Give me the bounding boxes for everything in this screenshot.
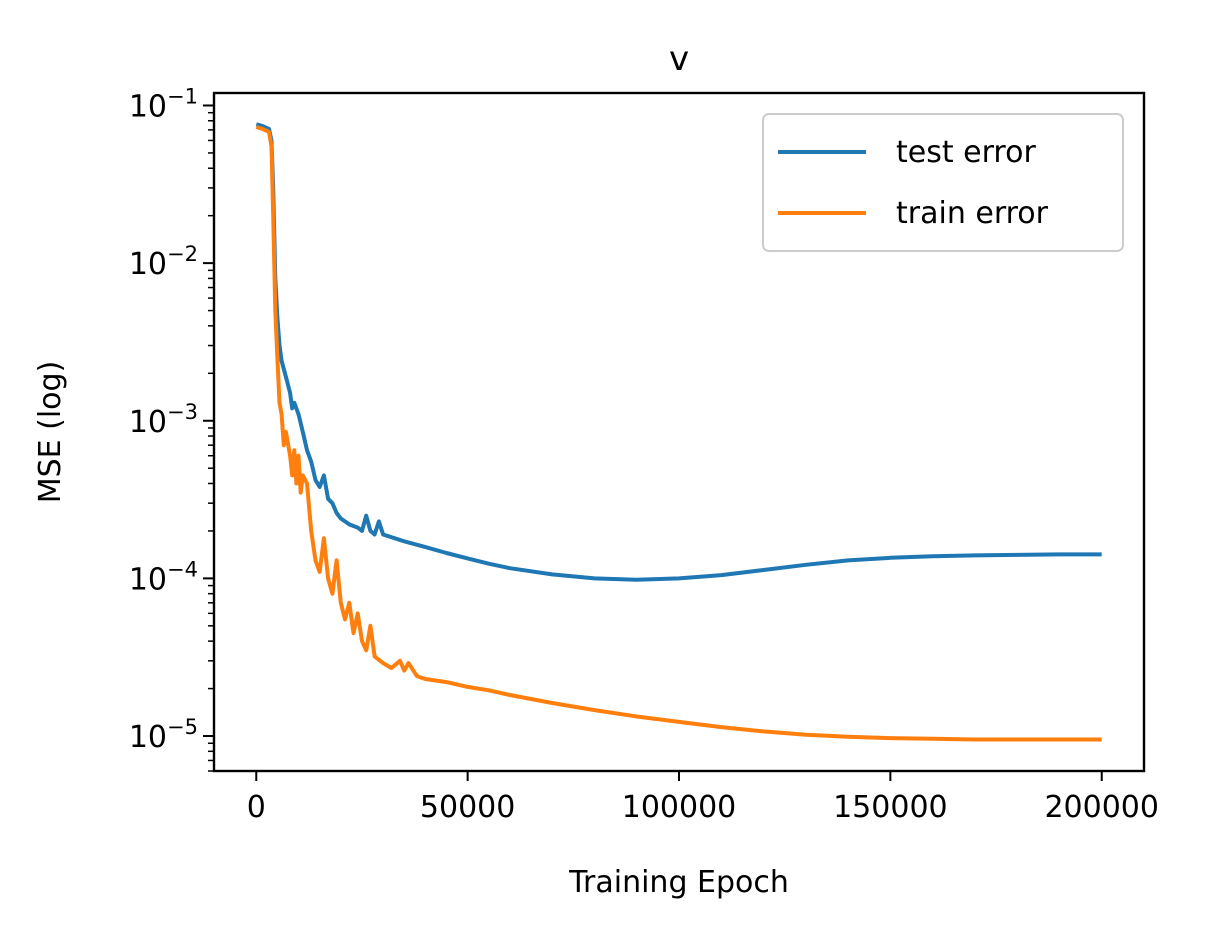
x-tick-label: 0 xyxy=(247,790,266,825)
y-axis-label: MSE (log) xyxy=(33,361,68,504)
legend-label-train-error: train error xyxy=(896,196,1049,231)
series-line-train-error xyxy=(255,125,1102,742)
legend: test error train error xyxy=(762,113,1124,252)
x-tick-label: 100000 xyxy=(622,790,737,825)
y-tick-label: 10−5 xyxy=(129,715,198,755)
y-axis: 10−1 10−2 10−3 10−4 10−5 xyxy=(129,84,214,772)
x-axis: 0 50000 100000 150000 200000 xyxy=(247,771,1159,825)
series-layer xyxy=(255,122,1102,742)
x-tick-label: 50000 xyxy=(420,790,515,825)
y-tick-label: 10−1 xyxy=(129,84,198,124)
y-tick-label: 10−4 xyxy=(129,557,198,597)
x-axis-label: Training Epoch xyxy=(568,865,789,900)
x-tick-label: 150000 xyxy=(833,790,948,825)
series-line-test-error xyxy=(255,122,1102,582)
legend-box xyxy=(762,113,1124,252)
legend-label-test-error: test error xyxy=(896,135,1036,170)
y-tick-label: 10−2 xyxy=(129,242,198,282)
y-tick-label: 10−3 xyxy=(129,400,198,440)
x-tick-label: 200000 xyxy=(1044,790,1159,825)
chart-title: v xyxy=(669,39,689,79)
